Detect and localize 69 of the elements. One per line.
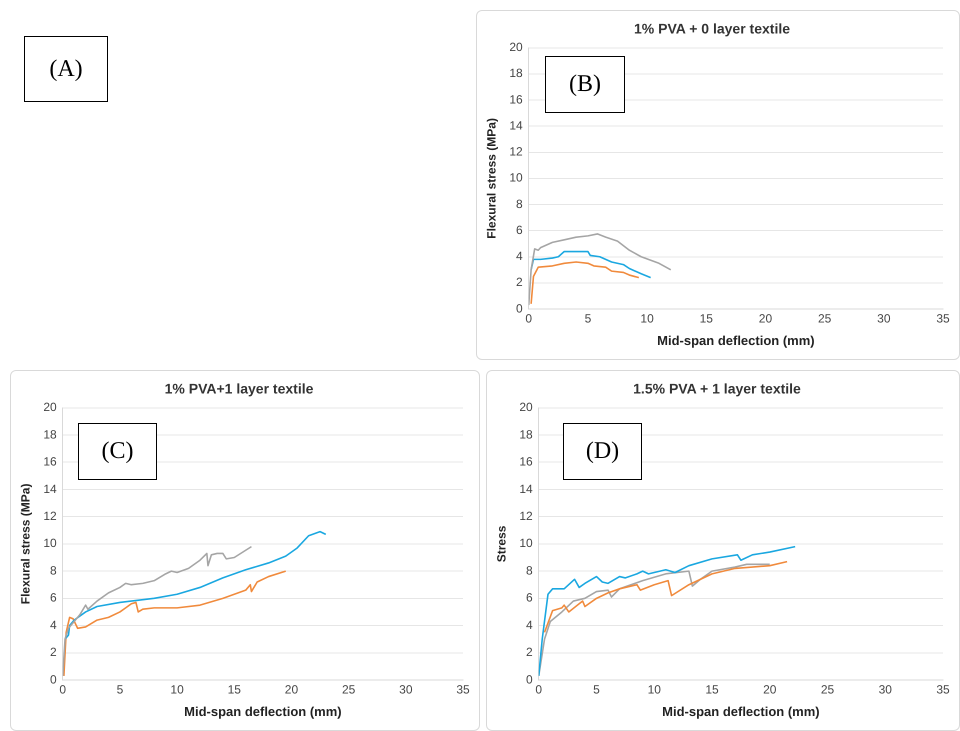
- y-tick-label: 6: [50, 590, 58, 605]
- y-tick-label: 6: [516, 222, 524, 237]
- x-tick-label: 5: [584, 312, 592, 326]
- y-tick-label: 0: [516, 301, 524, 316]
- y-tick-label: 20: [509, 40, 524, 54]
- y-tick-label: 14: [43, 482, 58, 496]
- y-tick-label: 20: [43, 400, 58, 414]
- y-tick-label: 20: [519, 400, 534, 414]
- x-tick-label: 30: [399, 682, 413, 697]
- y-tick-label: 18: [43, 427, 58, 442]
- x-axis-title: Mid-span deflection (mm): [184, 704, 342, 719]
- y-tick-label: 4: [516, 249, 524, 264]
- y-tick-label: 16: [509, 92, 524, 106]
- x-tick-label: 35: [456, 682, 470, 697]
- x-tick-label: 5: [116, 682, 124, 697]
- x-tick-label: 15: [700, 312, 714, 326]
- y-tick-label: 6: [526, 590, 534, 605]
- x-tick-label: 10: [640, 312, 654, 326]
- y-tick-label: 14: [509, 118, 524, 132]
- x-tick-label: 10: [648, 682, 662, 697]
- x-tick-label: 25: [342, 682, 356, 697]
- y-tick-label: 0: [50, 672, 58, 686]
- chart-title: 1% PVA+1 layer textile: [164, 380, 314, 396]
- y-tick-label: 12: [519, 508, 534, 523]
- x-tick-label: 5: [593, 682, 600, 697]
- annotation: (C): [78, 423, 157, 480]
- y-axis-title: Flexural stress (MPa): [484, 118, 499, 239]
- x-tick-label: 20: [284, 682, 298, 697]
- y-tick-label: 16: [519, 454, 534, 469]
- y-axis-title: Flexural stress (MPa): [18, 484, 33, 604]
- y-tick-label: 16: [43, 454, 58, 469]
- y-tick-label: 12: [43, 508, 58, 523]
- text: (A): [24, 36, 108, 102]
- y-tick-label: 18: [519, 427, 534, 442]
- y-axis-title: Stress: [494, 525, 509, 562]
- annotation: (B): [545, 56, 625, 113]
- x-tick-label: 25: [818, 312, 832, 326]
- x-tick-label: 35: [936, 312, 950, 326]
- y-tick-label: 2: [516, 275, 524, 290]
- annotation: (D): [563, 423, 642, 480]
- x-tick-label: 15: [228, 682, 242, 697]
- y-tick-label: 2: [526, 645, 534, 660]
- y-tick-label: 10: [509, 170, 524, 185]
- chart-title: 1.5% PVA + 1 layer textile: [633, 380, 802, 396]
- x-tick-label: 25: [820, 682, 834, 697]
- y-tick-label: 4: [526, 618, 534, 632]
- y-tick-label: 2: [50, 645, 58, 660]
- x-tick-label: 30: [878, 682, 892, 697]
- y-tick-label: 8: [516, 196, 524, 211]
- y-tick-label: 4: [50, 618, 58, 632]
- x-axis-title: Mid-span deflection (mm): [662, 704, 820, 719]
- x-tick-label: 0: [59, 682, 66, 697]
- y-tick-label: 12: [509, 144, 524, 159]
- y-tick-label: 10: [43, 536, 58, 550]
- y-tick-label: 18: [509, 66, 524, 80]
- y-tick-label: 10: [519, 536, 534, 550]
- y-tick-label: 8: [526, 563, 534, 578]
- x-axis-title: Mid-span deflection (mm): [657, 332, 815, 348]
- x-tick-label: 35: [936, 682, 950, 697]
- x-tick-label: 20: [758, 312, 772, 326]
- y-tick-label: 0: [526, 672, 534, 686]
- x-tick-label: 30: [877, 312, 891, 326]
- x-tick-label: 20: [763, 682, 777, 697]
- x-tick-label: 15: [705, 682, 719, 697]
- x-tick-label: 0: [535, 682, 542, 697]
- x-tick-label: 10: [170, 682, 184, 697]
- y-tick-label: 14: [519, 482, 534, 496]
- y-tick-label: 8: [50, 563, 58, 578]
- chart-title: 1% PVA + 0 layer textile: [634, 20, 790, 36]
